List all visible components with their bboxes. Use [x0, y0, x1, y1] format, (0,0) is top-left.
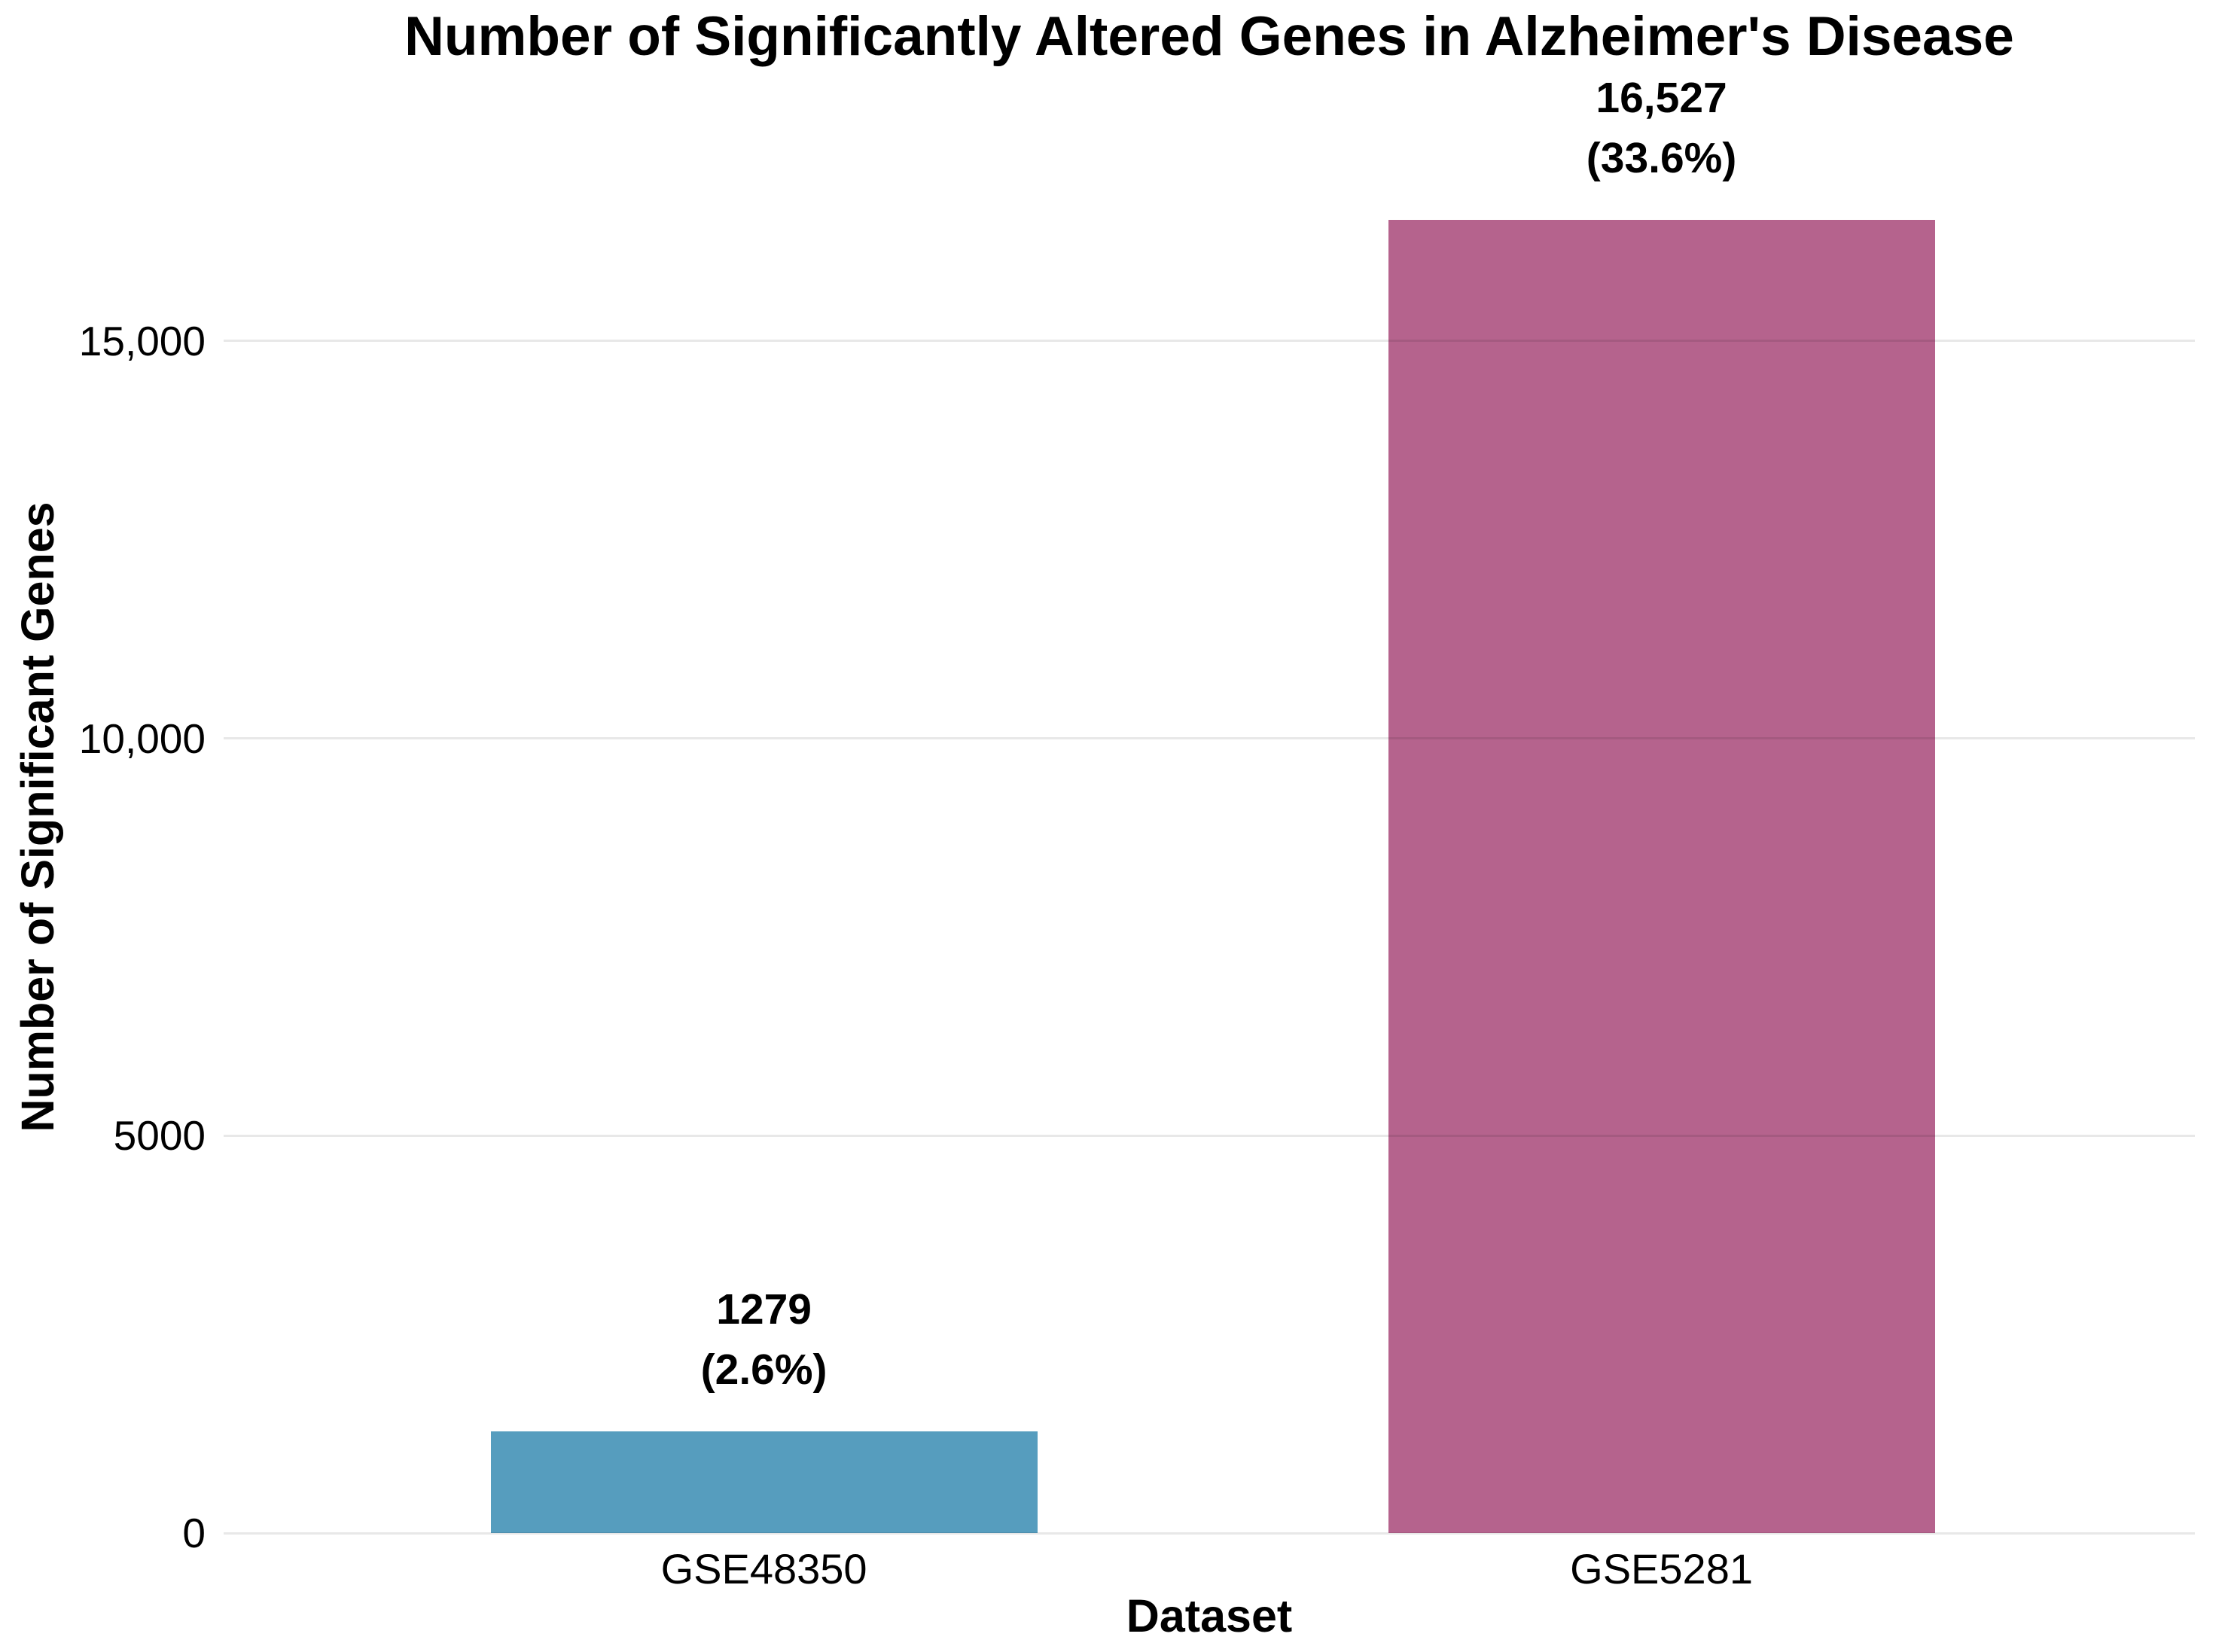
bar-gse5281: [1388, 219, 1935, 1533]
y-axis-title: Number of Significant Genes: [12, 501, 63, 1132]
bar-percent-text: (33.6%): [1586, 133, 1737, 182]
bar-percent-text: (2.6%): [700, 1346, 828, 1394]
y-gridline: [224, 340, 2195, 343]
y-gridline: [224, 1532, 2195, 1535]
y-tick-label: 5000: [113, 1112, 206, 1160]
bar-value-text: 16,527: [1596, 73, 1727, 122]
y-tick-label: 10,000: [78, 715, 206, 762]
y-gridline: [224, 737, 2195, 740]
bar-value-annotation: 16,527 (33.6%): [1361, 68, 1963, 188]
bar-value-text: 1279: [716, 1285, 812, 1334]
plot-area: 1279 (2.6%) 16,527 (33.6%): [224, 74, 2195, 1535]
chart-title: Number of Significantly Altered Genes in…: [404, 6, 2014, 67]
bar-gse48350: [490, 1431, 1038, 1533]
y-tick-label: 0: [182, 1510, 206, 1556]
x-axis-title: Dataset: [1126, 1590, 1293, 1641]
bar-value-annotation: 1279 (2.6%): [463, 1279, 1065, 1400]
x-category-label: GSE48350: [660, 1545, 867, 1593]
x-category-label: GSE5281: [1570, 1545, 1753, 1593]
y-tick-label: 15,000: [78, 317, 206, 364]
y-gridline: [224, 1134, 2195, 1137]
